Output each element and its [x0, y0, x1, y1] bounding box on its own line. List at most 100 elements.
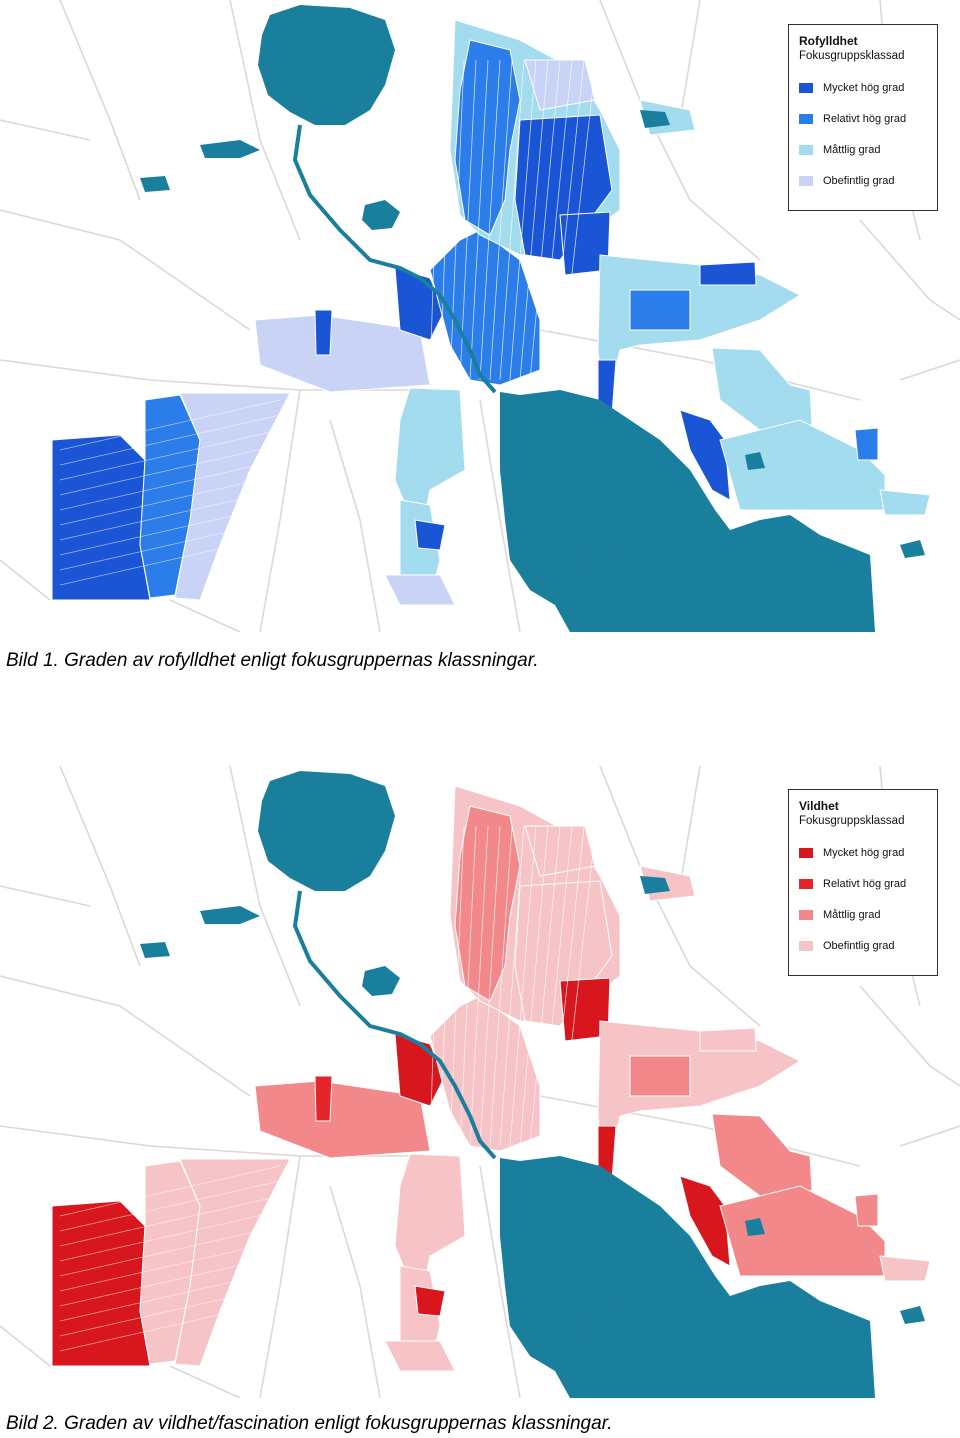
- classified-zone: [314, 309, 333, 356]
- legend-item-obefintlig: Obefintlig grad: [799, 930, 927, 961]
- street-line: [499, 59, 525, 381]
- legend-item-mycket-hog: Mycket hög grad: [799, 72, 927, 103]
- classified-zone: [524, 59, 596, 111]
- water-body: [900, 540, 925, 558]
- river: [292, 124, 497, 394]
- classified-zone: [174, 1158, 291, 1367]
- street-line: [559, 59, 597, 381]
- legend-swatch: [799, 113, 813, 124]
- classified-zone: [414, 1285, 446, 1317]
- street-line: [59, 534, 281, 586]
- water-body: [258, 771, 395, 891]
- street-line: [479, 59, 501, 381]
- street-line: [59, 1180, 281, 1232]
- street-line: [519, 59, 549, 381]
- water-body: [640, 110, 670, 128]
- water-body: [900, 1306, 925, 1324]
- street-line: [459, 825, 477, 1147]
- road-line: [859, 985, 960, 1087]
- street-line: [59, 1300, 281, 1352]
- street-line: [59, 1285, 281, 1337]
- road-line: [0, 559, 51, 601]
- classified-zone: [51, 434, 151, 601]
- road-line: [479, 399, 521, 632]
- legend-label: Obefintlig grad: [823, 174, 895, 187]
- legend-label: Mycket hög grad: [823, 81, 905, 94]
- legend-label: Relativt hög grad: [823, 112, 907, 125]
- legend-swatch: [799, 909, 813, 920]
- classified-zone: [699, 1027, 757, 1052]
- road-line: [169, 599, 241, 632]
- legend-title: Vildhet: [799, 799, 839, 813]
- street-line: [59, 1165, 281, 1217]
- classified-zone: [139, 394, 201, 599]
- street-line: [59, 429, 281, 481]
- classified-zone: [51, 1200, 151, 1367]
- figure-caption-1: Bild 1. Graden av rofylldhet enligt foku…: [6, 650, 539, 671]
- rofylldhet-legend: Rofylldhet Fokusgruppsklassad Mycket hög…: [788, 24, 938, 211]
- legend-item-mycket-hog: Mycket hög grad: [799, 837, 927, 868]
- street-line: [59, 1255, 281, 1307]
- road-line: [229, 766, 301, 1007]
- street-line: [59, 1195, 281, 1247]
- street-line: [529, 825, 561, 1147]
- legend-swatch: [799, 175, 813, 186]
- river: [292, 890, 497, 1160]
- road-line: [229, 0, 301, 241]
- classified-zone: [629, 1055, 691, 1097]
- street-line: [529, 59, 561, 381]
- street-line: [549, 59, 585, 381]
- legend-item-mattlig: Måttlig grad: [799, 134, 927, 165]
- road-line: [329, 419, 381, 632]
- road-line: [0, 1325, 51, 1367]
- legend-label: Mycket hög grad: [823, 846, 905, 859]
- road-line: [169, 1365, 241, 1398]
- classified-zone: [514, 114, 613, 261]
- water-body: [258, 5, 395, 125]
- water-body: [745, 452, 765, 470]
- street-line: [489, 59, 513, 381]
- road-line: [599, 766, 761, 1027]
- classified-zone: [854, 427, 879, 461]
- legend-subtitle: Fokusgruppsklassad: [799, 50, 905, 62]
- road-line: [679, 766, 701, 887]
- street-line: [539, 59, 573, 381]
- legend-label: Obefintlig grad: [823, 939, 895, 952]
- water-body: [745, 1218, 765, 1236]
- road-line: [0, 119, 91, 141]
- road-line: [599, 0, 761, 261]
- street-line: [559, 825, 597, 1147]
- street-line: [59, 414, 281, 466]
- classified-zone: [514, 880, 613, 1027]
- classified-zone: [679, 1175, 731, 1267]
- classified-zone: [719, 419, 886, 511]
- classified-zone: [711, 1113, 813, 1197]
- road-line: [0, 209, 251, 331]
- street-line: [429, 59, 441, 381]
- vildhet-legend: Vildhet Fokusgruppsklassad Mycket hög gr…: [788, 789, 938, 976]
- road-line: [679, 0, 701, 121]
- classified-zone: [414, 519, 446, 551]
- street-line: [489, 825, 513, 1147]
- legend-item-relativt-hog: Relativt hög grad: [799, 103, 927, 134]
- water-body: [588, 500, 618, 580]
- road-line: [329, 1185, 381, 1398]
- classified-zone: [699, 261, 757, 286]
- classified-zone: [394, 1033, 446, 1107]
- road-line: [859, 219, 960, 321]
- road-line: [479, 1165, 521, 1398]
- street-line: [439, 825, 453, 1147]
- street-line: [59, 399, 281, 451]
- street-line: [509, 59, 537, 381]
- street-line: [59, 459, 281, 511]
- road-line: [59, 766, 141, 967]
- classified-zone: [174, 392, 291, 601]
- street-line: [509, 825, 537, 1147]
- street-line: [499, 825, 525, 1147]
- water-body: [140, 942, 170, 958]
- legend-item-relativt-hog: Relativt hög grad: [799, 868, 927, 899]
- legend-item-obefintlig: Obefintlig grad: [799, 165, 927, 196]
- legend-swatch: [799, 940, 813, 951]
- legend-item-mattlig: Måttlig grad: [799, 899, 927, 930]
- street-line: [469, 825, 489, 1147]
